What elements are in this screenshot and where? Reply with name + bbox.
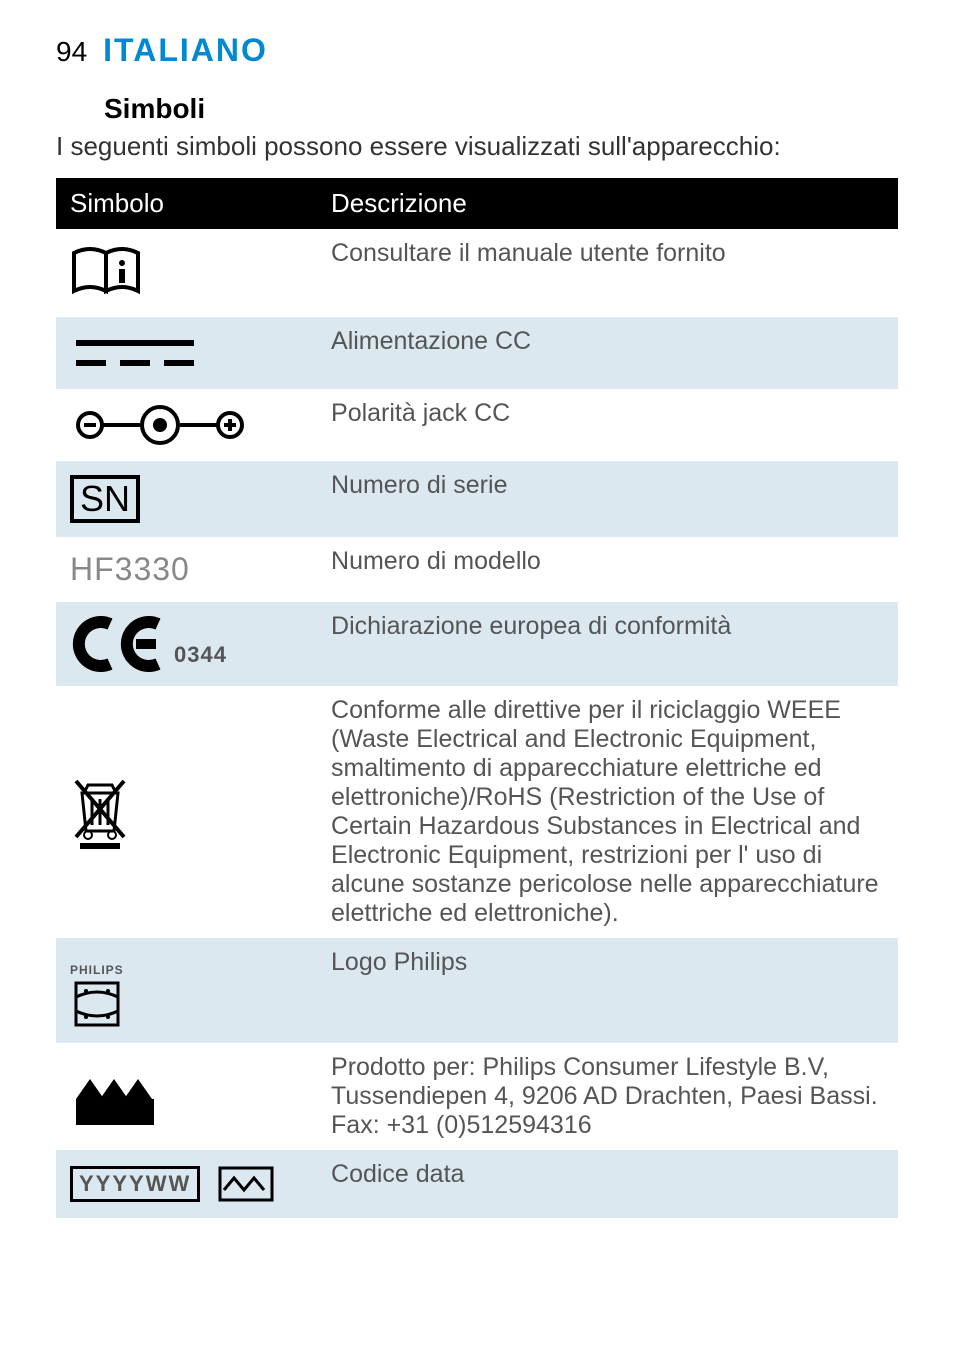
description-cell: Numero di serie bbox=[317, 461, 898, 537]
page-number: 94 bbox=[56, 36, 87, 68]
table-row: YYYYWW Codice data bbox=[56, 1150, 898, 1218]
description-cell: Logo Philips bbox=[317, 938, 898, 1043]
table-row: Consultare il manuale utente fornito bbox=[56, 229, 898, 317]
language-title: ITALIANO bbox=[103, 32, 268, 69]
manual-icon bbox=[56, 229, 317, 317]
description-cell: Numero di modello bbox=[317, 537, 898, 602]
philips-wordmark: PHILIPS bbox=[70, 963, 124, 977]
serial-number-icon: SN bbox=[56, 461, 317, 537]
description-cell: Polarità jack CC bbox=[317, 389, 898, 461]
table-row: 0344 Dichiarazione europea di conformità bbox=[56, 602, 898, 686]
ce-glyph-icon bbox=[70, 616, 166, 672]
table-row: Conforme alle direttive per il riciclagg… bbox=[56, 686, 898, 938]
description-cell: Codice data bbox=[317, 1150, 898, 1218]
table-row: Alimentazione CC bbox=[56, 317, 898, 389]
table-row: SN Numero di serie bbox=[56, 461, 898, 537]
dc-supply-icon bbox=[56, 317, 317, 389]
dc-polarity-icon bbox=[56, 389, 317, 461]
section-title: Simboli bbox=[104, 93, 898, 125]
symbols-table: Simbolo Descrizione Consultare il manual… bbox=[56, 178, 898, 1218]
ce-number: 0344 bbox=[174, 642, 227, 672]
page-header: 94 ITALIANO bbox=[56, 32, 898, 69]
sn-text: SN bbox=[70, 475, 140, 523]
table-row: PHILIPS Logo Philips bbox=[56, 938, 898, 1043]
col-description-header: Descrizione bbox=[317, 178, 898, 229]
description-cell: Consultare il manuale utente fornito bbox=[317, 229, 898, 317]
description-cell: Conforme alle direttive per il riciclagg… bbox=[317, 686, 898, 938]
intro-text: I seguenti simboli possono essere visual… bbox=[56, 131, 898, 162]
model-text: HF3330 bbox=[70, 551, 190, 587]
manufacturer-icon bbox=[56, 1043, 317, 1150]
col-symbol-header: Simbolo bbox=[56, 178, 317, 229]
table-row: Prodotto per: Philips Consumer Lifestyle… bbox=[56, 1043, 898, 1150]
date-code-text: YYYYWW bbox=[70, 1166, 200, 1202]
weee-icon bbox=[56, 686, 317, 938]
description-cell: Alimentazione CC bbox=[317, 317, 898, 389]
date-glyph-icon bbox=[216, 1164, 276, 1204]
description-cell: Prodotto per: Philips Consumer Lifestyle… bbox=[317, 1043, 898, 1150]
philips-logo-icon: PHILIPS bbox=[56, 938, 317, 1043]
model-number-text: HF3330 bbox=[56, 537, 317, 602]
ce-mark-icon: 0344 bbox=[56, 602, 317, 686]
table-row: Polarità jack CC bbox=[56, 389, 898, 461]
description-cell: Dichiarazione europea di conformità bbox=[317, 602, 898, 686]
date-code-icon: YYYYWW bbox=[56, 1150, 317, 1218]
table-row: HF3330 Numero di modello bbox=[56, 537, 898, 602]
